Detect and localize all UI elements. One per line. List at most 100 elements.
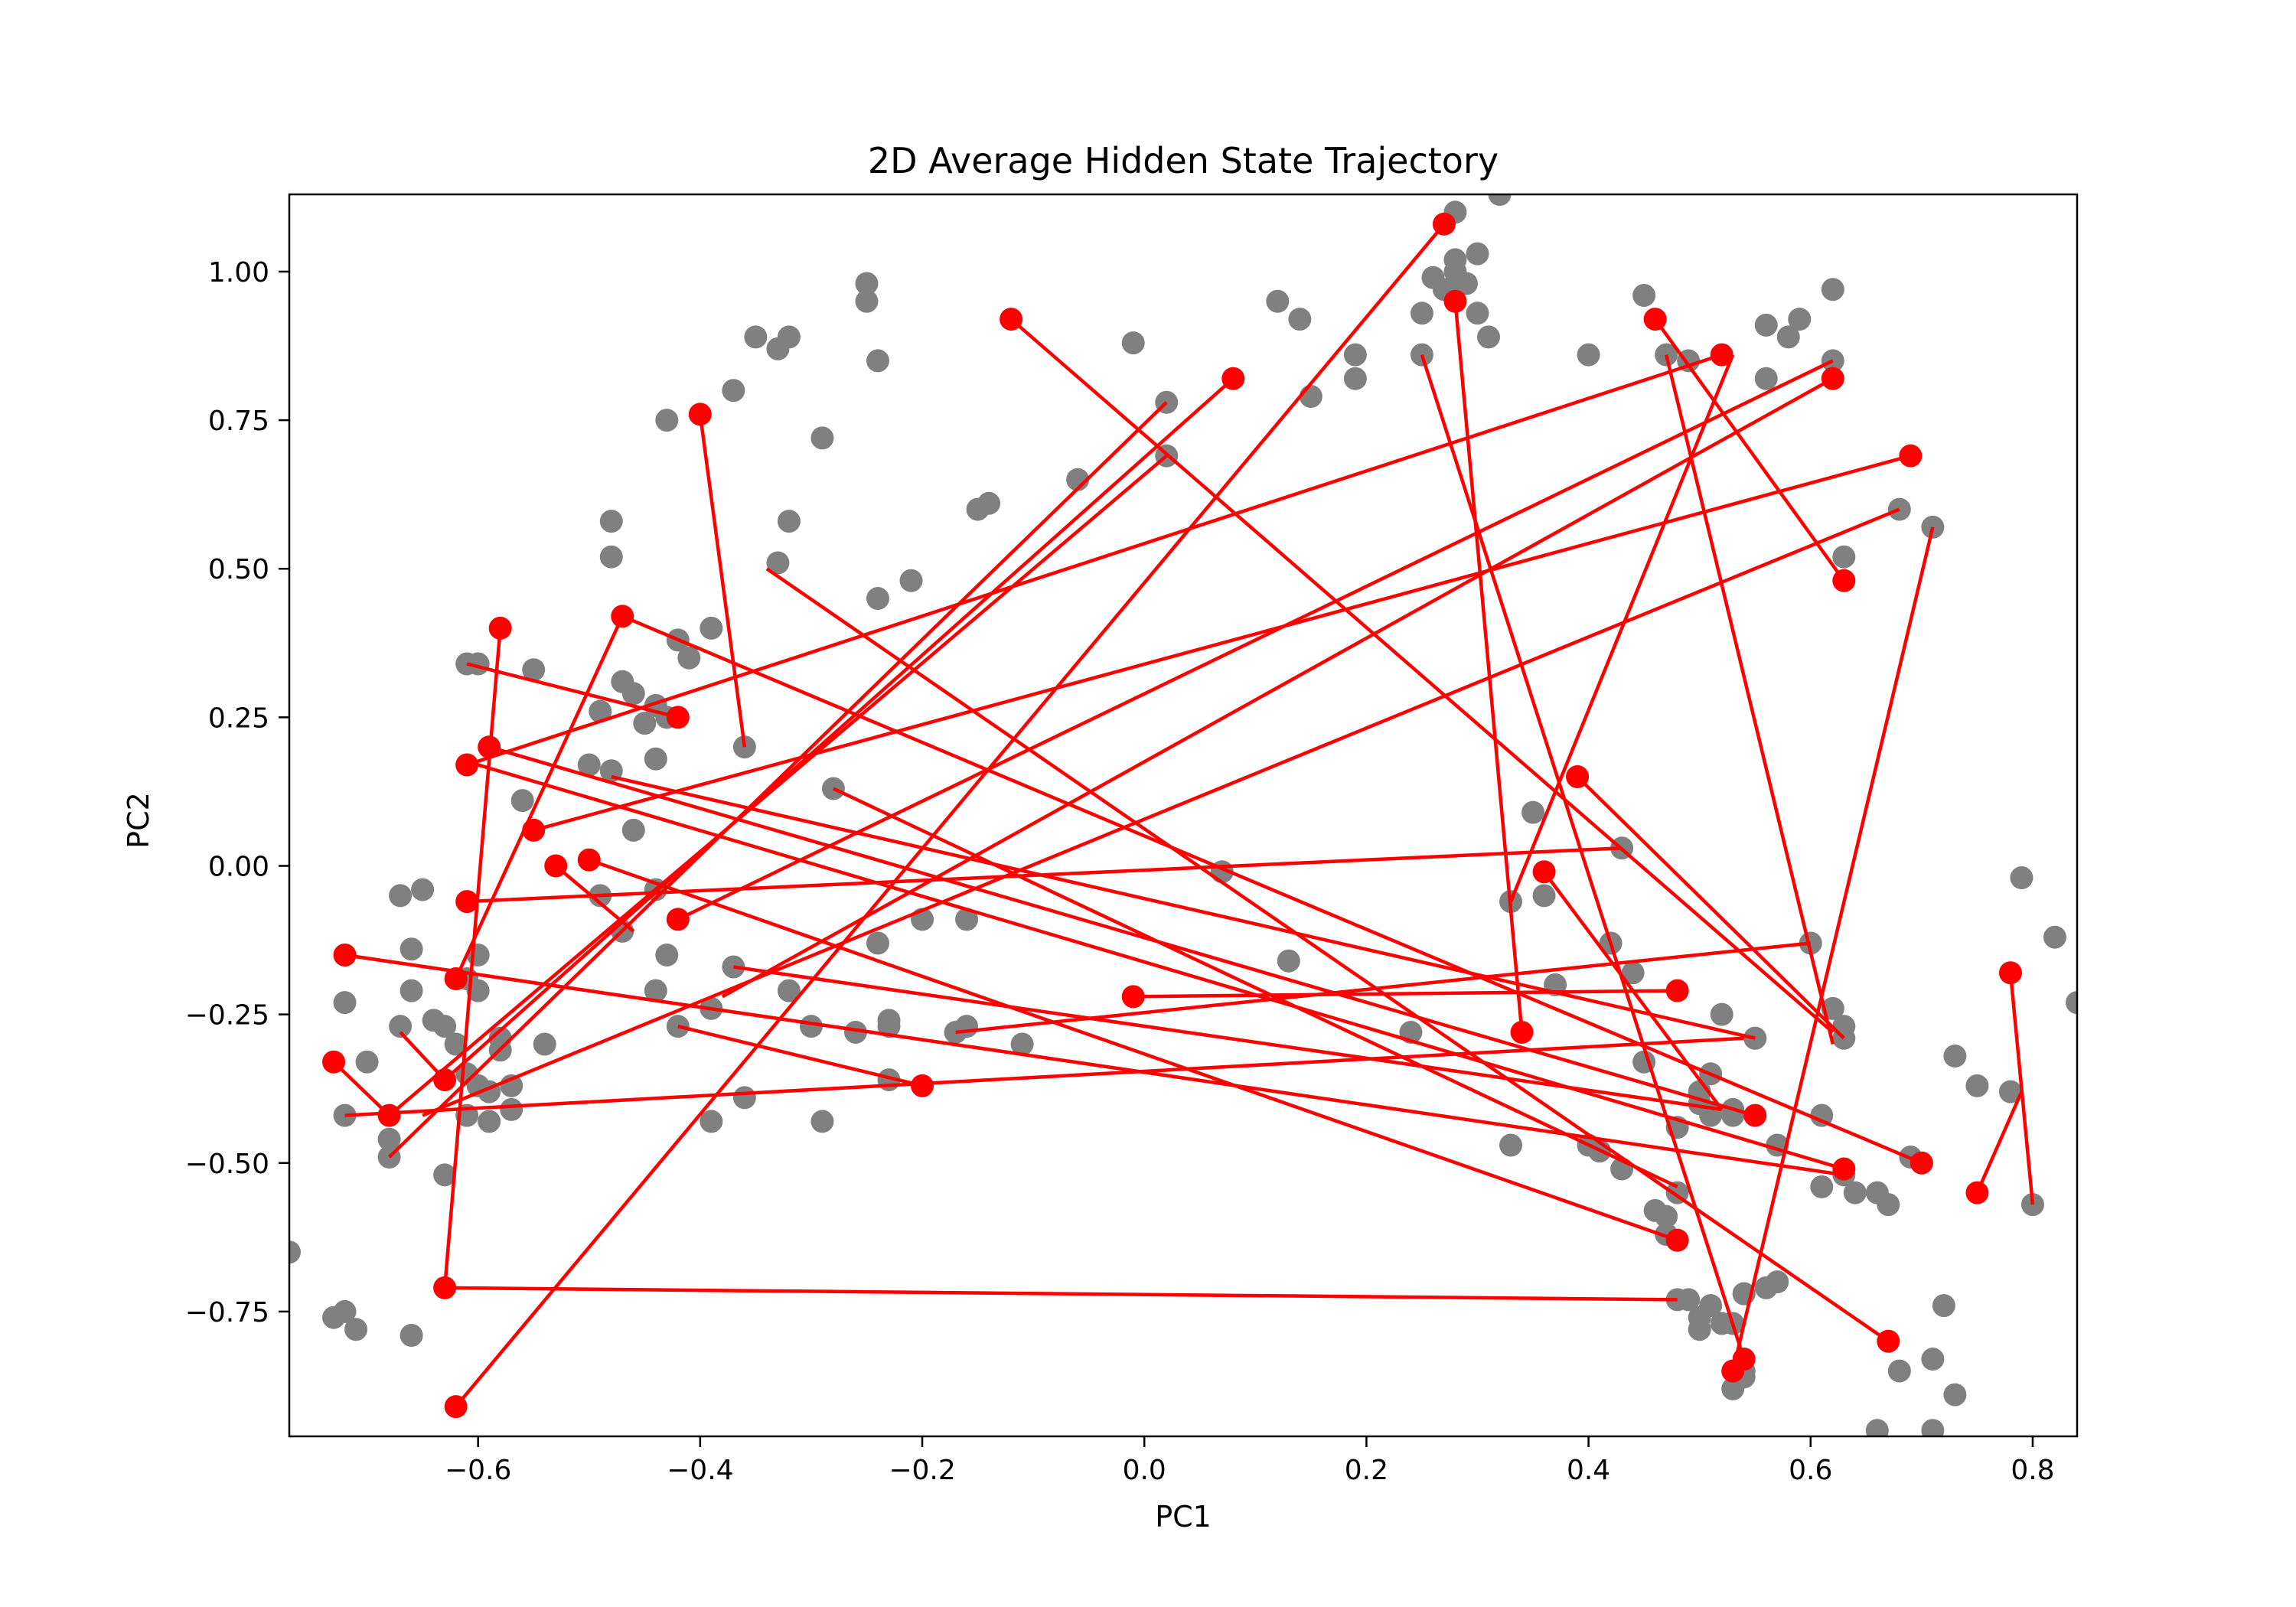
trajectory-segment (621, 614, 1923, 1165)
state-point (744, 325, 768, 349)
trajectory-point (1432, 212, 1456, 236)
state-point (2066, 991, 2077, 1015)
state-point (1477, 325, 1501, 349)
trajectory-segment (533, 454, 1911, 833)
trajectory-segment (344, 1036, 1744, 1117)
state-point (1343, 367, 1367, 390)
state-point (777, 979, 801, 1002)
trajectory-point (1221, 367, 1245, 390)
x-tick-label: 0.8 (2011, 1455, 2054, 1486)
state-point (1754, 313, 1778, 337)
trajectory-point (1443, 289, 1467, 313)
trajectory-point (1665, 1228, 1689, 1252)
state-point (866, 349, 889, 373)
trajectory-segment (344, 953, 1844, 1177)
state-point (1865, 1419, 1889, 1436)
state-point (1766, 1270, 1789, 1294)
state-point (655, 943, 679, 966)
state-point (1832, 545, 1856, 569)
state-point (866, 931, 889, 955)
state-point (433, 1163, 457, 1187)
state-point (810, 426, 834, 450)
state-point (1754, 367, 1778, 390)
axes: −0.6 −0.4 −0.2 0.0 0.2 0.4 0.6 0.8 −0.75 −0.50 −0.… (185, 193, 2079, 1486)
trajectory-point (1877, 1329, 1900, 1353)
trajectory-segment (388, 401, 1168, 1159)
state-point (1288, 308, 1312, 331)
trajectory-segment (2008, 973, 2035, 1205)
x-tick-label: 0.2 (1345, 1455, 1388, 1486)
state-point (599, 510, 623, 533)
state-point (599, 545, 623, 569)
trajectory-segment (488, 745, 1756, 1117)
state-point (1632, 284, 1656, 308)
trajectory-segment (1576, 775, 1845, 1040)
state-point (1877, 1193, 1900, 1217)
state-point (1521, 800, 1545, 824)
state-point (810, 1110, 834, 1133)
state-point (877, 1009, 901, 1032)
state-point (500, 1097, 523, 1121)
trajectory-segment (1133, 989, 1678, 999)
state-point (400, 937, 423, 961)
trajectory-point (1710, 343, 1733, 367)
state-point (700, 616, 723, 640)
x-tick-label: −0.6 (445, 1455, 511, 1486)
x-tick-label: 0.0 (1123, 1455, 1166, 1486)
trajectory-point (444, 967, 468, 991)
state-point (333, 1299, 357, 1323)
trajectory-segment (332, 1061, 391, 1117)
trajectory-segment (698, 414, 747, 748)
trajectory-point (1732, 1348, 1756, 1371)
trajectory-point (1000, 308, 1023, 331)
state-point (389, 884, 413, 908)
trajectory-point (1743, 1103, 1767, 1127)
state-point (1010, 1032, 1034, 1056)
trajectory-segment (1508, 354, 1735, 902)
state-point (1621, 961, 1645, 985)
state-point (644, 747, 667, 771)
state-point (955, 908, 979, 931)
state-point (389, 1015, 413, 1038)
trajectory-point (688, 403, 712, 426)
state-point (855, 272, 879, 295)
y-tick-label: 1.00 (208, 257, 269, 288)
state-point (1343, 343, 1367, 367)
state-point (777, 510, 801, 533)
trajectory-point (1832, 1157, 1856, 1181)
state-point (1810, 1103, 1834, 1127)
trajectory-segment (1542, 870, 1724, 1111)
state-point (1921, 1419, 1945, 1436)
state-point (777, 325, 801, 349)
x-tick-label: −0.2 (889, 1455, 955, 1486)
state-point (344, 1318, 368, 1341)
state-point (1677, 1288, 1701, 1312)
state-point (400, 979, 423, 1002)
trajectory-segment (454, 223, 1446, 1408)
state-point (899, 569, 923, 592)
state-point (655, 409, 679, 432)
state-point (411, 878, 435, 901)
trajectory-point (433, 1276, 457, 1299)
state-point (1932, 1294, 1955, 1318)
trajectory-point (455, 753, 479, 777)
state-point (333, 991, 357, 1015)
state-point (1943, 1045, 1967, 1068)
state-point (400, 1323, 423, 1347)
chart-title: 2D Average Hidden State Trajectory (868, 140, 1499, 181)
trajectory-segment (1009, 318, 1835, 1034)
state-point (1121, 331, 1145, 355)
state-point (644, 979, 667, 1002)
trajectory-segment (1453, 301, 1524, 1033)
trajectory-point (666, 706, 690, 729)
trajectory-point (1643, 308, 1667, 331)
y-tick-label: −0.50 (185, 1149, 269, 1180)
trajectory-point (577, 848, 601, 872)
state-point (1577, 343, 1600, 367)
state-point (533, 1032, 556, 1056)
state-point (589, 699, 612, 723)
trajectory-point (522, 818, 546, 842)
y-tick-label: 0.25 (208, 702, 269, 734)
state-point (355, 1050, 379, 1074)
state-point (1710, 1002, 1733, 1026)
